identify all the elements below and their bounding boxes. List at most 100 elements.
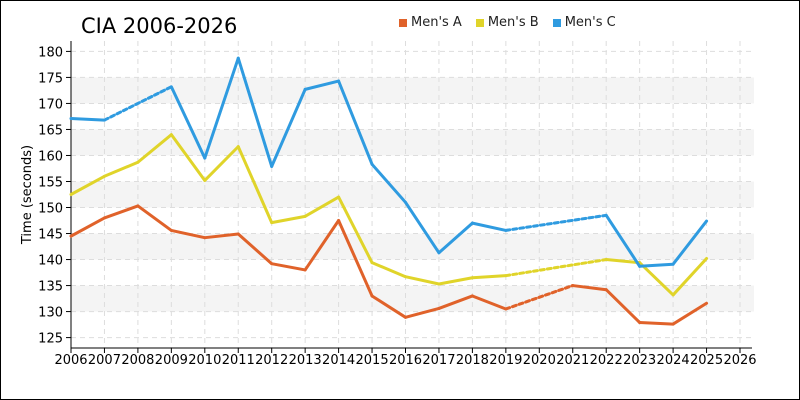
series-segment-3 [203, 56, 240, 160]
series-segment-1 [638, 321, 675, 326]
x-tick-label: 2025 [690, 353, 723, 368]
series-segment-3 [102, 85, 173, 122]
series-segment-1 [270, 262, 307, 272]
x-tick-label: 2022 [590, 353, 623, 368]
series-segment-3 [671, 219, 709, 266]
background-band [71, 233, 754, 260]
series-segment-1 [303, 219, 341, 272]
series-segment-3 [470, 221, 508, 232]
series-segment-2 [203, 145, 240, 182]
y-tick-label: 130 [38, 306, 63, 321]
legend-label-mens-b: Men's B [487, 15, 539, 30]
x-tick-label: 2011 [222, 353, 255, 368]
x-tick-label: 2015 [356, 353, 389, 368]
legend-item-mens-c[interactable]: Men's C [552, 15, 616, 30]
series-segment-3 [638, 262, 675, 268]
background-band [71, 129, 754, 156]
series-segment-3 [437, 221, 474, 255]
series-segment-2 [303, 195, 341, 218]
x-tick-label: 2013 [289, 353, 322, 368]
series-segment-3 [303, 79, 341, 91]
series-segment-1 [571, 284, 608, 292]
series-segment-1 [404, 306, 441, 319]
legend-item-mens-b[interactable]: Men's B [475, 15, 539, 30]
x-tick-label: 2019 [489, 353, 522, 368]
series-segment-2 [337, 195, 374, 265]
series-segment-2 [136, 133, 173, 164]
series-segment-2 [370, 261, 407, 279]
y-tick-label: 170 [38, 97, 63, 112]
series-segment-2 [437, 276, 474, 286]
y-tick-label: 150 [38, 202, 63, 217]
series-segment-1 [437, 294, 474, 310]
series-segment-2 [236, 145, 274, 225]
legend-swatch-mens-c [552, 18, 561, 27]
series-segment-1 [236, 232, 274, 266]
series-segment-3 [504, 213, 608, 232]
y-axis-title: Time (seconds) [20, 145, 35, 245]
legend-swatch-mens-b [475, 18, 484, 27]
series-segment-1 [169, 228, 207, 240]
legend-swatch-mens-a [399, 18, 407, 27]
x-tick-label: 2014 [322, 353, 355, 368]
x-tick-label: 2006 [54, 353, 87, 368]
legend-item-mens-a[interactable]: Men's A [399, 15, 462, 30]
series-segment-1 [203, 232, 240, 240]
x-tick-label: 2008 [121, 353, 154, 368]
series-segment-3 [370, 162, 407, 204]
x-tick-label: 2009 [155, 353, 188, 368]
series-segment-2 [169, 133, 207, 182]
series-segment-2 [404, 275, 441, 286]
x-tick-label: 2010 [188, 353, 221, 368]
x-tick-label: 2023 [623, 353, 656, 368]
series-segment-2 [270, 214, 307, 225]
series-segment-2 [69, 174, 106, 196]
series-segment-2 [638, 261, 675, 297]
series-segment-2 [504, 258, 608, 278]
series-segment-1 [671, 301, 709, 326]
series-segment-1 [504, 284, 575, 311]
series-segment-2 [604, 258, 642, 265]
y-tick-label: 140 [38, 254, 63, 269]
x-tick-label: 2026 [723, 353, 756, 368]
background-band [71, 77, 754, 104]
legend-label-mens-a: Men's A [411, 15, 462, 30]
y-tick-label: 165 [38, 123, 63, 138]
series-segment-3 [337, 79, 374, 166]
series-segment-2 [102, 160, 140, 178]
chart-legend: Men's A Men's B Men's C [399, 15, 616, 30]
y-tick-label: 160 [38, 149, 63, 164]
y-tick-label: 155 [38, 175, 63, 190]
tick-labels: 125 130 135 140 145 150 155 160 165 170 175 180 2006… [38, 45, 756, 368]
x-tick-label: 2020 [523, 353, 556, 368]
series-segment-3 [169, 85, 207, 160]
series-segment-1 [370, 294, 407, 319]
series-segment-3 [404, 200, 441, 255]
background-band [71, 285, 754, 312]
series-segment-1 [69, 216, 106, 238]
x-tick-label: 2017 [422, 353, 455, 368]
y-tick-label: 175 [38, 71, 63, 86]
y-tick-label: 135 [38, 280, 63, 295]
y-tick-label: 145 [38, 228, 63, 243]
series-segment-2 [671, 257, 709, 297]
x-tick-label: 2016 [389, 353, 422, 368]
x-tick-label: 2012 [255, 353, 288, 368]
background-band [71, 181, 754, 208]
series-segment-1 [337, 219, 374, 298]
x-tick-label: 2007 [88, 353, 121, 368]
x-tick-label: 2024 [657, 353, 690, 368]
y-tick-label: 125 [38, 332, 63, 347]
series-segment-1 [102, 204, 140, 220]
series-segment-1 [604, 288, 642, 325]
y-tick-label: 180 [38, 45, 63, 60]
series-segment-3 [270, 87, 307, 168]
background-bands [71, 77, 754, 312]
series-segment-2 [470, 274, 508, 280]
x-tick-label: 2018 [456, 353, 489, 368]
chart-title: CIA 2006-2026 [81, 14, 238, 38]
series-segment-1 [470, 294, 508, 311]
series-segment-1 [136, 204, 173, 232]
